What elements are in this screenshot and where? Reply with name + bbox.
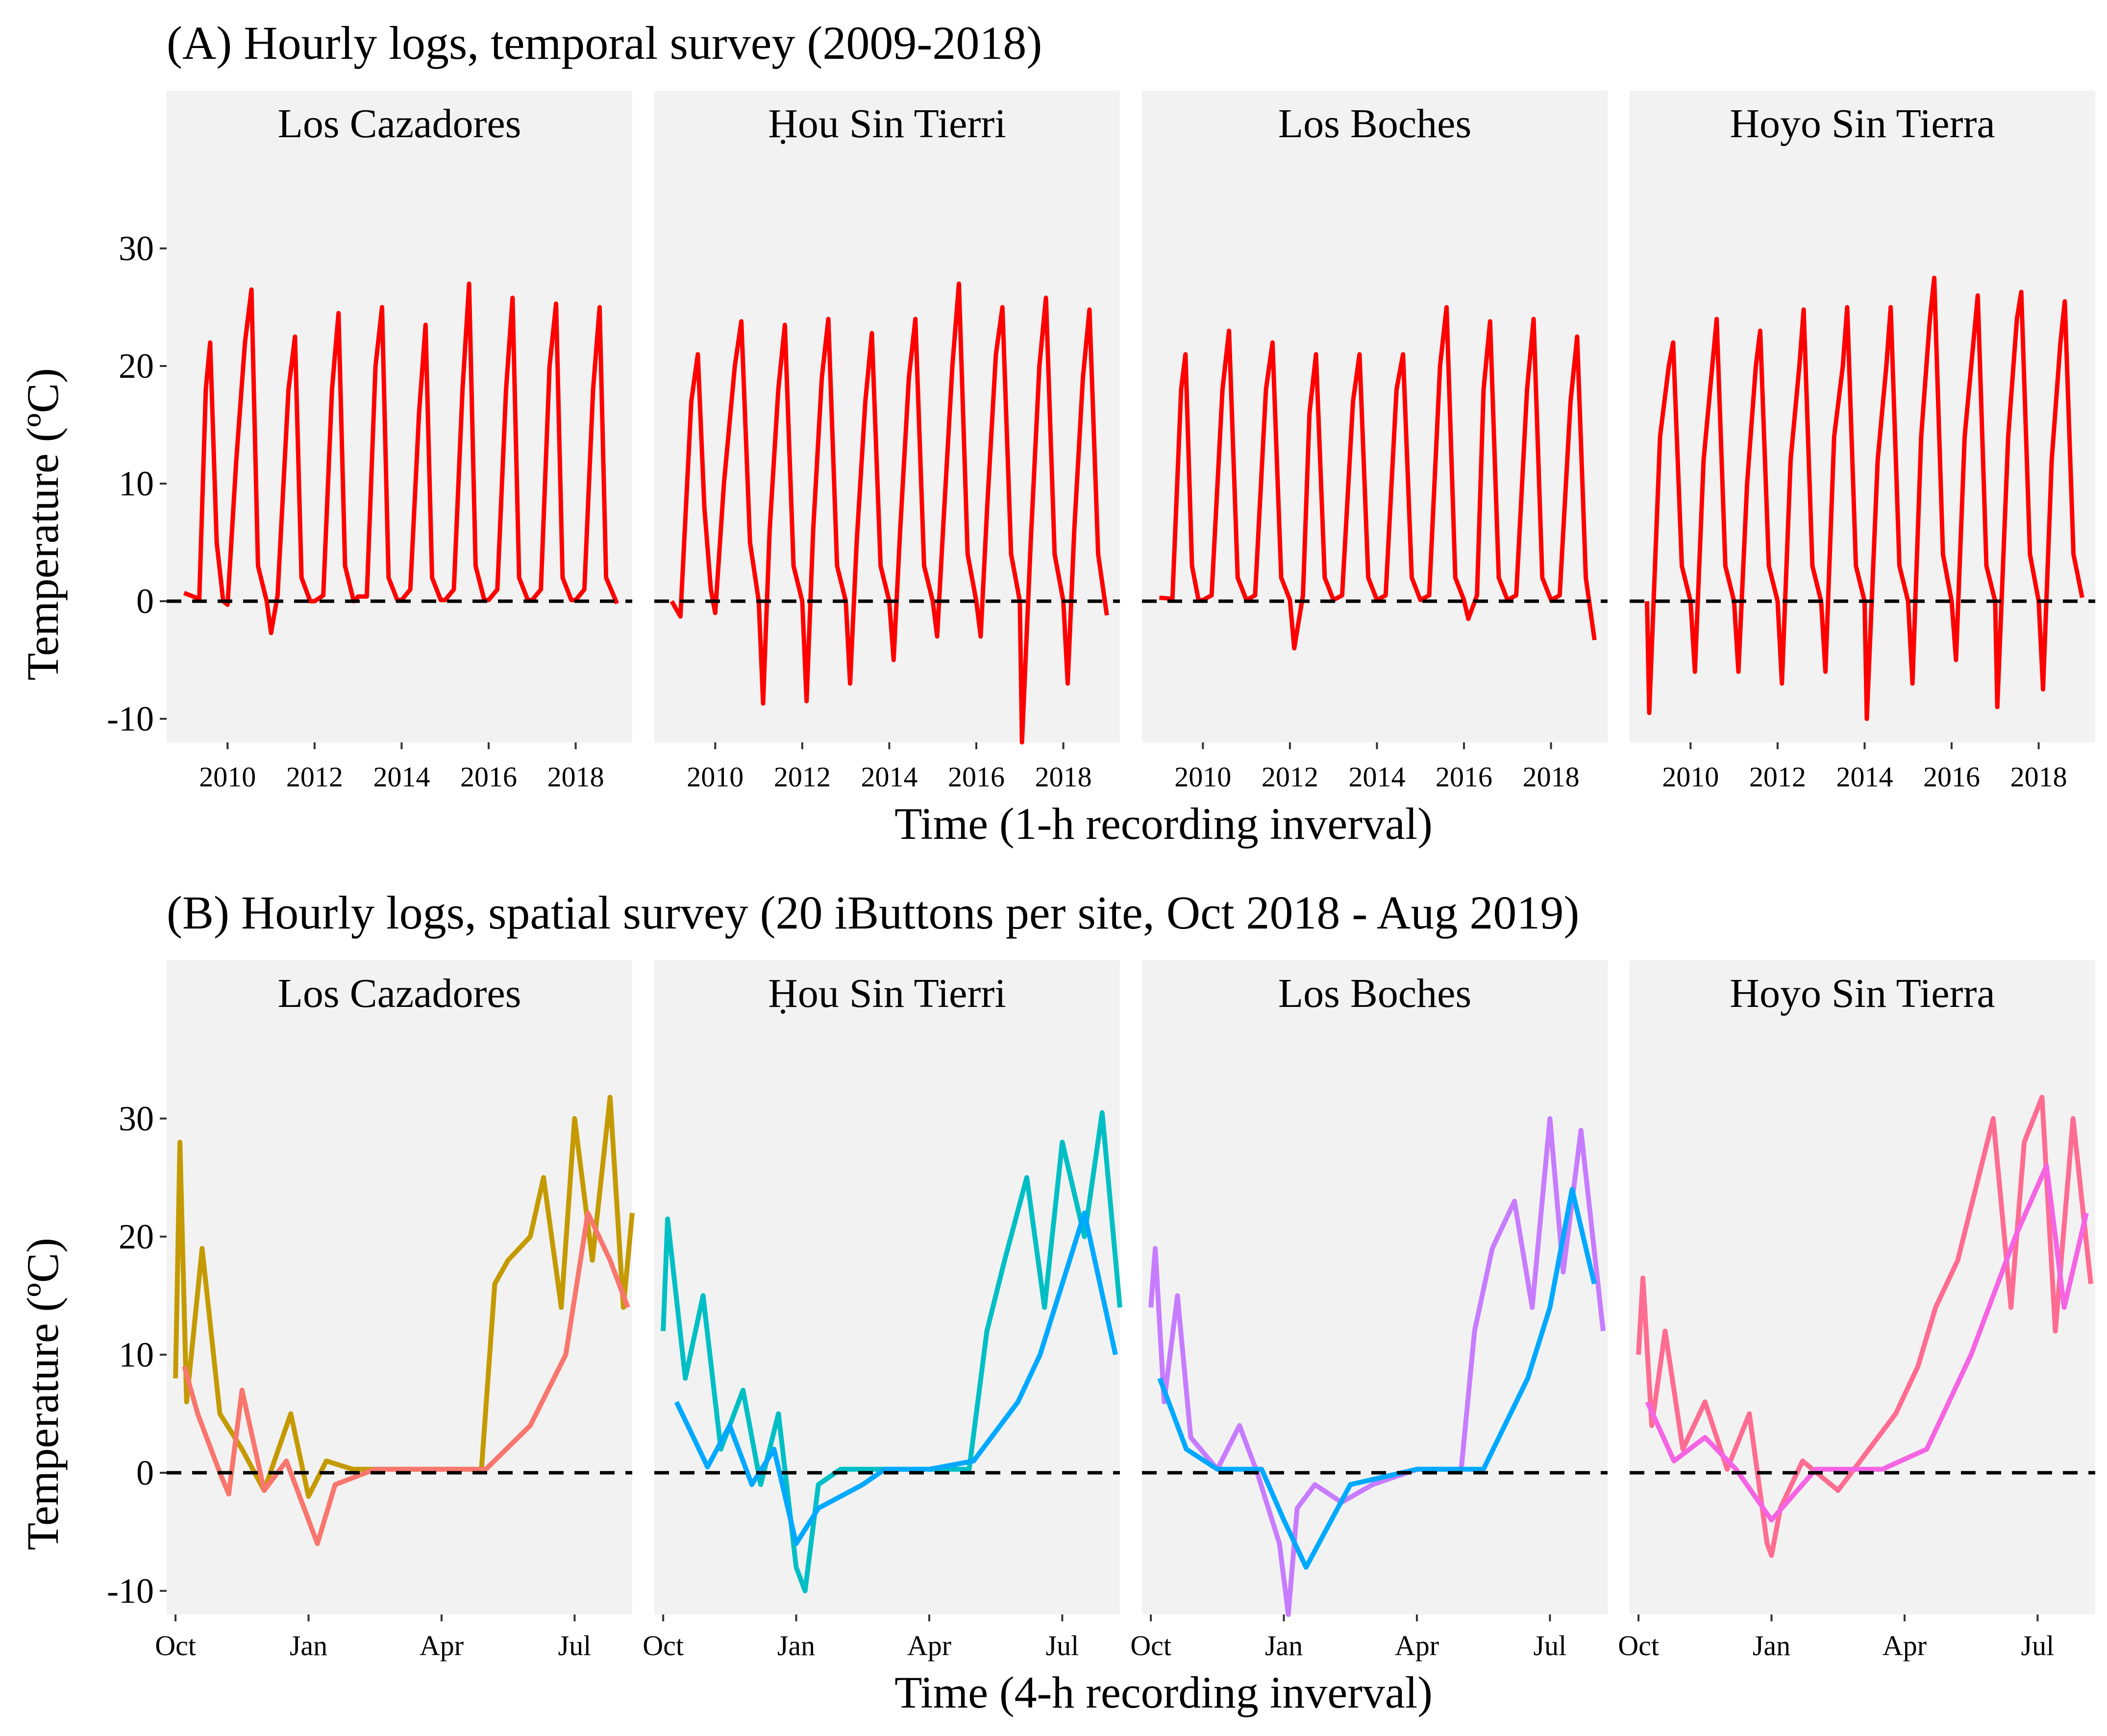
- y-tick-label: 10: [119, 1335, 154, 1374]
- x-tick-label: Apr: [420, 1630, 464, 1662]
- panel-a-y-axis-label: Temperature (ºC): [18, 368, 68, 681]
- y-tick-label: -10: [107, 1571, 154, 1611]
- x-tick-label: Jul: [1534, 1630, 1567, 1662]
- series-line: [1636, 1095, 2093, 1558]
- x-tick-label: 2012: [774, 761, 831, 793]
- facet-panel: Hoyo Sin Tierra Oct Jan Apr Jul: [1618, 960, 2095, 1662]
- facet-strip-label: Hoyo Sin Tierra: [1730, 101, 1995, 147]
- facet-strip-label: Ḥou Sin Tierri: [768, 971, 1006, 1016]
- series-line: [182, 1210, 630, 1546]
- x-tick-label: Oct: [155, 1630, 196, 1662]
- facet-strip-label: Hoyo Sin Tierra: [1730, 971, 1995, 1016]
- x-tick-label: Jul: [558, 1630, 592, 1662]
- panel-b-title: (B) Hourly logs, spatial survey (20 iBut…: [167, 886, 1579, 939]
- x-tick-label: 2016: [1923, 761, 1980, 793]
- x-tick-label: Oct: [1130, 1630, 1171, 1662]
- series-line: [1159, 305, 1597, 651]
- x-tick-label: 2010: [687, 761, 744, 793]
- facet-panel: Los Boches Oct Jan Apr Jul: [1130, 960, 1608, 1662]
- x-tick-label: 2018: [547, 761, 604, 793]
- x-tick-label: Jan: [1753, 1630, 1790, 1662]
- facet-strip-label: Los Boches: [1278, 971, 1471, 1016]
- x-tick-label: Jan: [290, 1630, 327, 1662]
- y-tick-label: 10: [119, 464, 154, 503]
- facet-strip-label: Los Cazadores: [278, 101, 521, 147]
- x-tick-label: Jan: [1265, 1630, 1303, 1662]
- x-tick-label: 2012: [1749, 761, 1806, 793]
- facet-background: [167, 91, 632, 742]
- y-tick-label: 20: [119, 346, 154, 386]
- series-line: [669, 281, 1109, 745]
- y-tick-label: -10: [107, 699, 154, 738]
- x-tick-label: 2016: [460, 761, 517, 793]
- series-line: [674, 1210, 1118, 1546]
- series-line: [1148, 1116, 1606, 1617]
- y-tick-label: 0: [136, 582, 154, 621]
- x-tick-label: 2014: [373, 761, 430, 793]
- facet-background: [654, 960, 1120, 1614]
- x-tick-label: 2016: [1436, 761, 1492, 793]
- facet-background: [1142, 960, 1608, 1614]
- facet-panel: Hoyo Sin Tierra 2010 2012 2014 2016 2018: [1630, 91, 2095, 793]
- panel-a-title: (A) Hourly logs, temporal survey (2009-2…: [167, 17, 1042, 69]
- panel-b: (B) Hourly logs, spatial survey (20 iBut…: [18, 886, 2095, 1717]
- y-tick-label: 20: [119, 1217, 154, 1256]
- x-tick-label: 2018: [1523, 761, 1580, 793]
- x-tick-label: Oct: [643, 1630, 684, 1662]
- facet-panel: Los Cazadores -10 0 10 20 30 2010 2012 2014 2016 2…: [107, 91, 632, 793]
- x-tick-label: 2012: [286, 761, 343, 793]
- facet-panel: Los Cazadores -10 0 10 20 30 Oct Jan Apr Jul: [107, 960, 635, 1662]
- x-tick-label: Apr: [1883, 1630, 1927, 1662]
- y-tick-label: 30: [119, 1099, 154, 1138]
- x-tick-label: Jul: [1046, 1630, 1079, 1662]
- panel-a: (A) Hourly logs, temporal survey (2009-2…: [18, 17, 2095, 849]
- x-tick-label: 2010: [1662, 761, 1719, 793]
- facet-strip-label: Los Boches: [1278, 101, 1471, 147]
- facet-background: [167, 960, 632, 1614]
- facet-strip-label: Los Cazadores: [278, 971, 521, 1016]
- x-tick-label: 2010: [1174, 761, 1231, 793]
- y-tick-label: 0: [136, 1453, 154, 1492]
- series-line: [1157, 1187, 1597, 1570]
- series-line: [661, 1110, 1122, 1593]
- x-tick-label: 2016: [948, 761, 1005, 793]
- x-tick-label: 2018: [2010, 761, 2067, 793]
- x-tick-label: Apr: [907, 1630, 951, 1662]
- facet-panel: Ḥou Sin Tierri Oct Jan Apr Jul: [643, 960, 1122, 1662]
- x-tick-label: Jul: [2021, 1630, 2055, 1662]
- x-tick-label: 2010: [199, 761, 256, 793]
- x-tick-label: 2014: [1348, 761, 1405, 793]
- x-tick-label: Jan: [777, 1630, 815, 1662]
- facet-panel: Ḥou Sin Tierri 2010 2012 2014 2016 2018: [654, 91, 1120, 793]
- x-tick-label: Oct: [1618, 1630, 1659, 1662]
- series-line: [1645, 1163, 2089, 1523]
- x-tick-label: 2014: [861, 761, 917, 793]
- y-tick-label: 30: [119, 229, 154, 268]
- panel-a-x-axis-label: Time (1-h recording inverval): [894, 799, 1433, 849]
- x-tick-label: 2018: [1035, 761, 1092, 793]
- facet-panel: Los Boches 2010 2012 2014 2016 2018: [1142, 91, 1608, 793]
- panel-b-x-axis-label: Time (4-h recording inverval): [894, 1667, 1433, 1717]
- x-tick-label: 2014: [1836, 761, 1893, 793]
- panel-b-y-axis-label: Temperature (ºC): [18, 1238, 68, 1550]
- x-tick-label: Apr: [1395, 1630, 1439, 1662]
- facet-strip-label: Ḥou Sin Tierri: [768, 101, 1006, 147]
- facet-background: [1630, 960, 2095, 1614]
- x-tick-label: 2012: [1262, 761, 1318, 793]
